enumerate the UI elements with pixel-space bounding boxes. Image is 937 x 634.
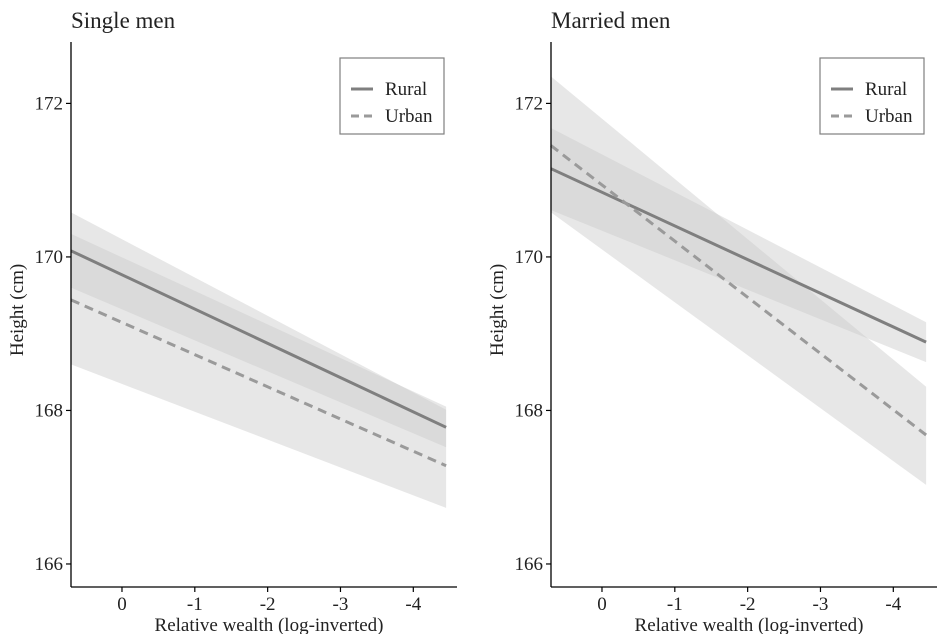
y-axis-label: Height (cm) bbox=[7, 264, 28, 356]
confidence-band-urban bbox=[551, 76, 927, 485]
x-tick-label: -3 bbox=[813, 594, 829, 615]
confidence-band-urban bbox=[71, 212, 447, 508]
panel-single-men: Single men 166 168 170 172 0 -1 -2 -3 -4 Relativ… bbox=[7, 8, 457, 634]
series-line-rural bbox=[550, 167, 927, 344]
series-line-urban bbox=[550, 144, 928, 437]
series-line-urban bbox=[70, 298, 447, 468]
x-axis-label: Relative wealth (log-inverted) bbox=[155, 615, 384, 634]
y-tick-label: 168 bbox=[35, 400, 64, 421]
panel-title: Married men bbox=[551, 8, 671, 33]
y-tick-label: 168 bbox=[515, 400, 544, 421]
y-tick-label: 170 bbox=[35, 247, 64, 268]
legend-label-rural: Rural bbox=[865, 79, 907, 100]
y-tick-label: 166 bbox=[515, 554, 544, 575]
y-tick-label: 166 bbox=[35, 554, 64, 575]
x-tick-label: -2 bbox=[740, 594, 756, 615]
legend: Rural Urban bbox=[819, 57, 925, 135]
x-tick-label: 0 bbox=[117, 594, 127, 615]
legend: Rural Urban bbox=[339, 57, 445, 135]
legend-box bbox=[339, 57, 445, 135]
legend-label-rural: Rural bbox=[385, 79, 427, 100]
x-tick-label: -4 bbox=[405, 594, 421, 615]
legend-label-urban: Urban bbox=[865, 106, 913, 127]
legend-label-urban: Urban bbox=[385, 106, 433, 127]
y-tick-label: 170 bbox=[515, 247, 544, 268]
legend-box bbox=[819, 57, 925, 135]
y-axis-label: Height (cm) bbox=[487, 264, 508, 356]
series-line-rural bbox=[70, 249, 447, 429]
panel-married-men: Married men 166 168 170 172 0 -1 -2 -3 -4 Relati… bbox=[487, 8, 937, 634]
y-tick-label: 172 bbox=[515, 93, 544, 114]
x-tick-label: 0 bbox=[597, 594, 607, 615]
panel-title: Single men bbox=[71, 8, 176, 33]
x-tick-label: -1 bbox=[187, 594, 203, 615]
x-tick-label: -4 bbox=[885, 594, 901, 615]
confidence-band-rural bbox=[551, 128, 927, 363]
x-tick-label: -2 bbox=[260, 594, 276, 615]
x-axis-label: Relative wealth (log-inverted) bbox=[635, 615, 864, 634]
x-tick-label: -3 bbox=[333, 594, 349, 615]
x-tick-label: -1 bbox=[667, 594, 683, 615]
y-tick-label: 172 bbox=[35, 93, 64, 114]
